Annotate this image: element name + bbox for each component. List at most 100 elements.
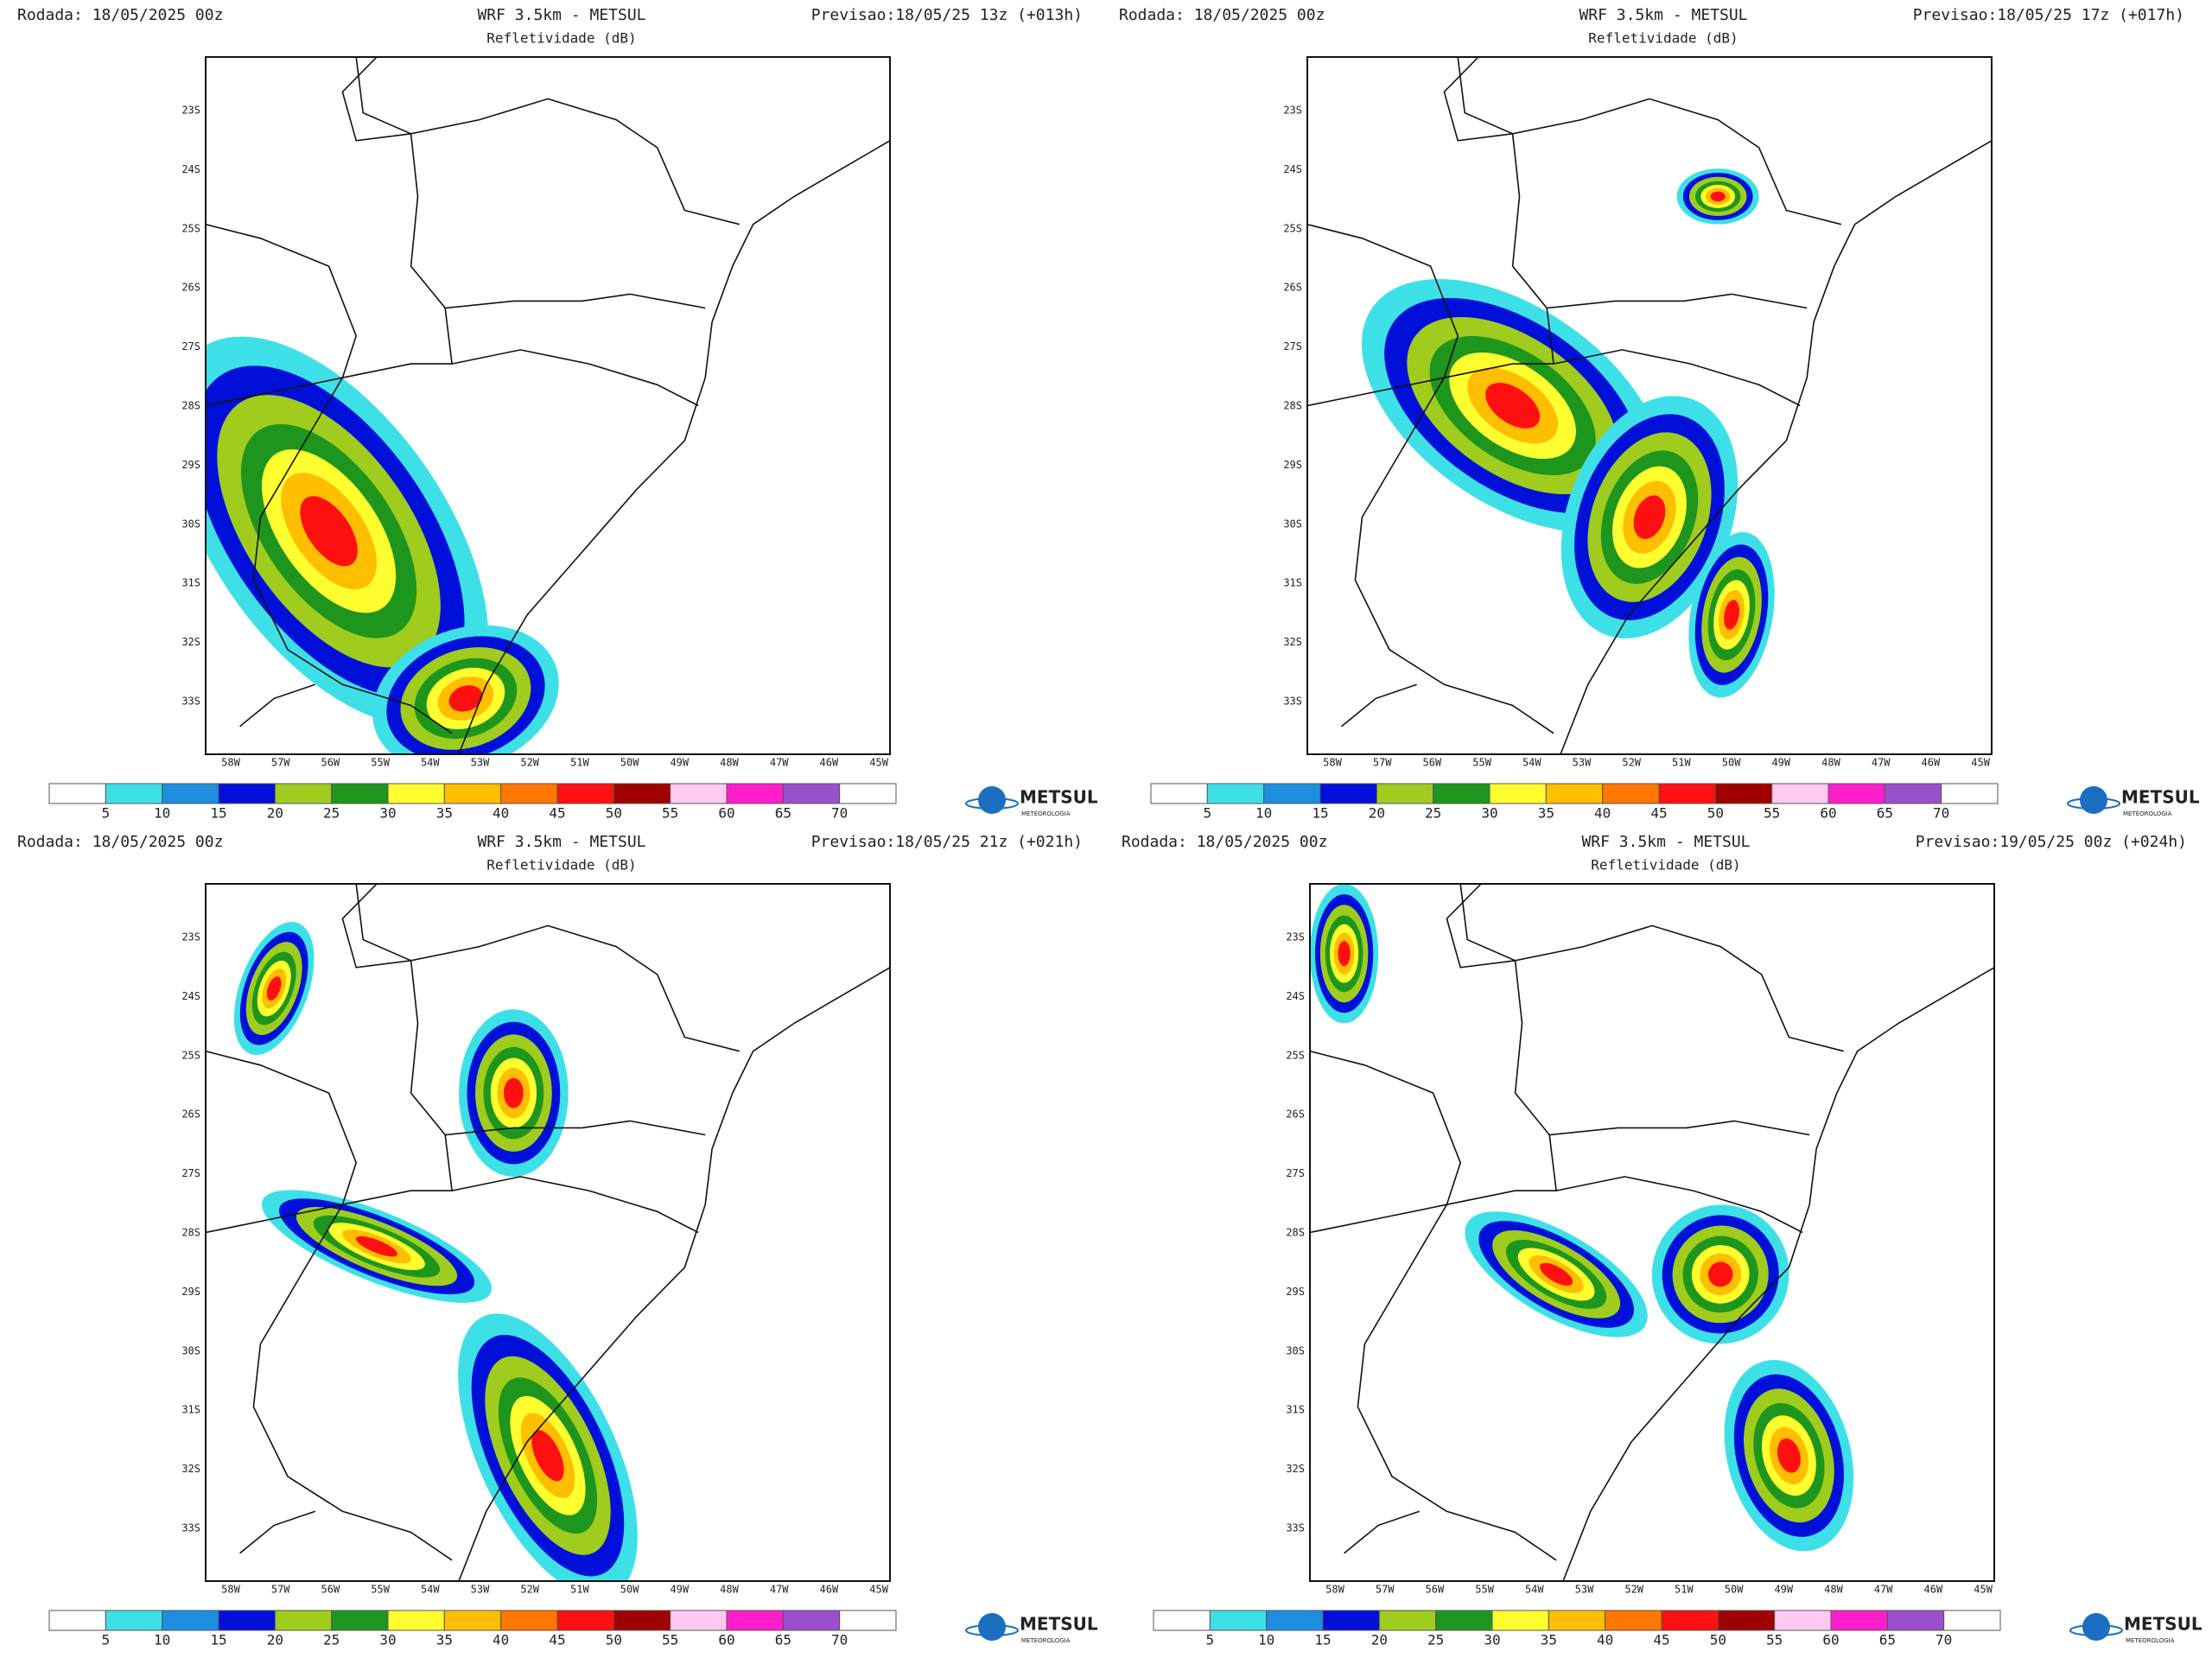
lat-label: 33S bbox=[181, 1522, 200, 1534]
lon-label: 48W bbox=[1821, 757, 1840, 769]
variable-subtitle: Refletividade (dB) bbox=[486, 857, 636, 873]
lat-label: 28S bbox=[181, 400, 200, 412]
colorbar-tick: 55 bbox=[662, 1632, 678, 1648]
lon-label: 57W bbox=[271, 757, 290, 769]
colorbar-box bbox=[1658, 783, 1716, 804]
lon-label: 57W bbox=[1376, 1584, 1395, 1596]
lon-label: 46W bbox=[1924, 1584, 1943, 1596]
logo-globe bbox=[978, 786, 1006, 814]
colorbar-tick: 60 bbox=[718, 805, 734, 822]
colorbar-tick: 65 bbox=[775, 805, 791, 822]
lon-label: 56W bbox=[321, 757, 340, 769]
border-line bbox=[1459, 884, 1844, 1052]
lon-label: 47W bbox=[1872, 757, 1891, 769]
model-title: WRF 3.5km - METSUL bbox=[477, 833, 645, 851]
colorbar-tick: 35 bbox=[1538, 805, 1554, 822]
lon-label: 51W bbox=[570, 757, 589, 769]
reflectivity-area bbox=[1777, 1438, 1801, 1473]
colorbar-tick: 45 bbox=[549, 1632, 565, 1648]
colorbar-tick: 60 bbox=[1822, 1632, 1839, 1648]
border-line bbox=[1307, 223, 1459, 378]
lon-label: 55W bbox=[371, 1584, 390, 1596]
lat-label: 29S bbox=[181, 1286, 200, 1298]
border-line bbox=[341, 884, 411, 969]
lon-label: 50W bbox=[620, 757, 639, 769]
border-line bbox=[239, 683, 315, 727]
colorbar-tick: 20 bbox=[1369, 805, 1385, 822]
colorbar-box bbox=[1774, 1610, 1832, 1631]
lon-label: 54W bbox=[1522, 757, 1541, 769]
lat-label: 26S bbox=[1286, 1109, 1305, 1121]
lat-label: 26S bbox=[1283, 282, 1302, 294]
lon-label: 56W bbox=[1423, 757, 1442, 769]
lat-label: 32S bbox=[181, 1463, 200, 1475]
lon-label: 51W bbox=[570, 1584, 589, 1596]
lon-label: 48W bbox=[1824, 1584, 1843, 1596]
border-line bbox=[458, 140, 890, 754]
lon-label: 55W bbox=[371, 757, 390, 769]
logo-globe bbox=[2082, 1613, 2110, 1641]
border-line bbox=[1443, 57, 1513, 142]
border-line bbox=[1560, 140, 1992, 754]
colorbar-tick: 10 bbox=[154, 805, 170, 822]
colorbar-box bbox=[331, 1610, 389, 1631]
lat-label: 24S bbox=[1286, 990, 1305, 1002]
lon-label: 51W bbox=[1675, 1584, 1694, 1596]
colorbar-box bbox=[1376, 783, 1434, 804]
map-area bbox=[206, 57, 890, 754]
colorbar-tick: 15 bbox=[210, 805, 226, 822]
lon-label: 50W bbox=[1725, 1584, 1744, 1596]
colorbar-tick: 65 bbox=[1879, 1632, 1896, 1648]
lat-label: 29S bbox=[1286, 1286, 1305, 1298]
colorbar-tick: 15 bbox=[1312, 805, 1328, 822]
logo-globe bbox=[2080, 786, 2107, 814]
lon-label: 49W bbox=[670, 1584, 689, 1596]
lon-label: 53W bbox=[471, 757, 490, 769]
lat-label: 33S bbox=[1286, 1522, 1305, 1534]
lat-label: 27S bbox=[1286, 1167, 1305, 1179]
colorbar-box bbox=[1209, 1610, 1268, 1631]
colorbar-box bbox=[1830, 1610, 1888, 1631]
colorbar-tick: 15 bbox=[210, 1632, 226, 1648]
logo-globe bbox=[978, 1613, 1006, 1641]
colorbar-tick: 50 bbox=[1710, 1632, 1726, 1648]
colorbar-box bbox=[218, 783, 276, 804]
lon-label: 49W bbox=[1774, 1584, 1793, 1596]
colorbar-tick: 55 bbox=[662, 805, 678, 822]
lat-label: 31S bbox=[1283, 577, 1302, 589]
colorbar-tick: 25 bbox=[1425, 805, 1441, 822]
colorbar-box bbox=[274, 783, 333, 804]
reflectivity-area bbox=[1707, 1261, 1733, 1287]
border-line bbox=[1457, 57, 1841, 226]
border-line bbox=[1357, 1204, 1557, 1561]
colorbar-box bbox=[1661, 1610, 1719, 1631]
border-line bbox=[206, 308, 454, 407]
lat-label: 32S bbox=[1283, 636, 1302, 648]
lon-label: 47W bbox=[770, 1584, 789, 1596]
colorbar-tick: 35 bbox=[436, 805, 453, 822]
reflectivity-area bbox=[1710, 191, 1726, 202]
map-panel: Rodada: 18/05/2025 00z WRF 3.5km - METSUL… bbox=[17, 833, 1098, 1648]
lon-label: 48W bbox=[720, 1584, 739, 1596]
border-line bbox=[252, 1204, 453, 1561]
colorbar-box bbox=[613, 783, 671, 804]
border-line bbox=[1553, 349, 1801, 407]
colorbar-box bbox=[1771, 783, 1829, 804]
colorbar-tick: 55 bbox=[1766, 1632, 1783, 1648]
reflectivity-area bbox=[1338, 941, 1351, 967]
colorbar-box bbox=[48, 783, 106, 804]
lat-label: 32S bbox=[1286, 1463, 1305, 1475]
colorbar-box bbox=[105, 783, 163, 804]
border-line bbox=[1514, 960, 1810, 1136]
map-area bbox=[1307, 57, 1992, 754]
border-line bbox=[1446, 884, 1516, 969]
border-line bbox=[252, 377, 453, 734]
colorbar-tick: 15 bbox=[1314, 1632, 1331, 1648]
colorbar-tick: 70 bbox=[1936, 1632, 1952, 1648]
colorbar-box bbox=[726, 1610, 784, 1631]
colorbar-box bbox=[443, 783, 502, 804]
reflectivity-area bbox=[1724, 600, 1739, 630]
border-line bbox=[451, 349, 699, 407]
border-line bbox=[206, 1050, 358, 1205]
